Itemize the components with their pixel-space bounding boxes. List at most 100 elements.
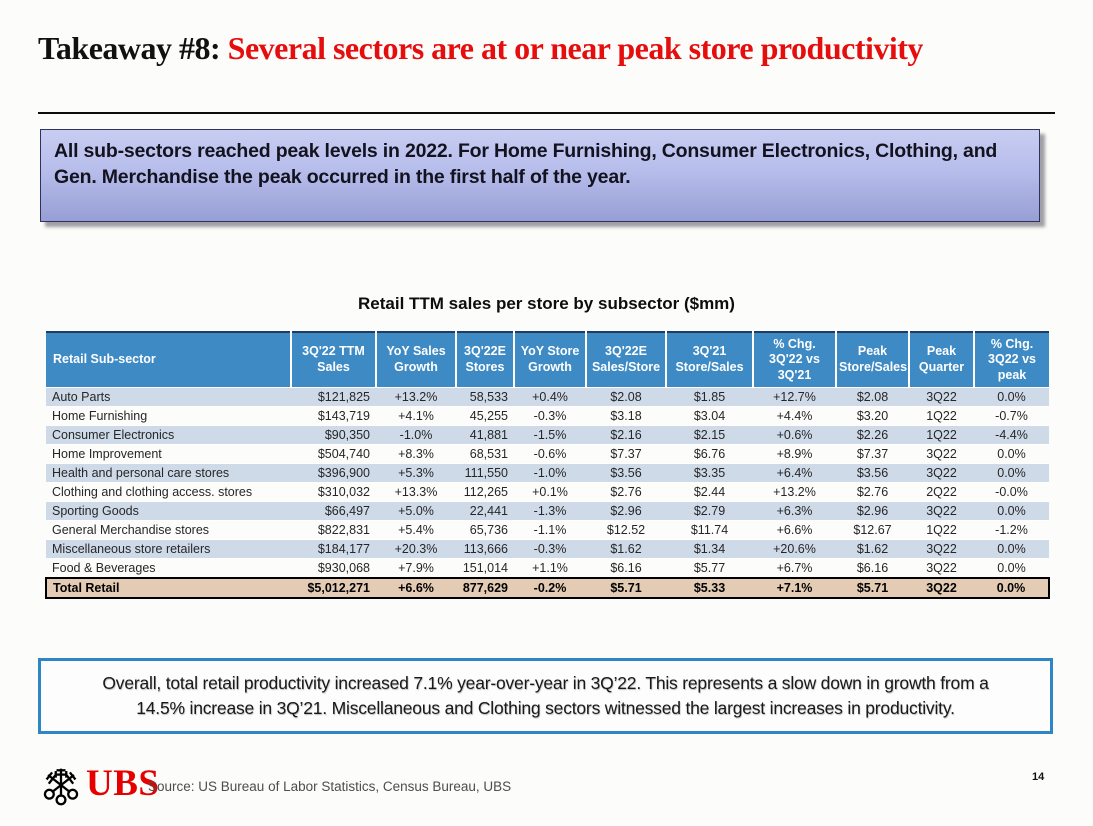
cell: $1.34 xyxy=(666,539,753,559)
summary-callout-bottom-text: Overall, total retail productivity incre… xyxy=(102,672,989,718)
column-header: 3Q'22E Stores xyxy=(455,332,514,388)
column-header: 3Q'22 TTM Sales xyxy=(290,332,376,388)
cell: +7.1% xyxy=(753,577,836,599)
cell: $822,831 xyxy=(291,520,376,540)
cell: -1.5% xyxy=(514,425,586,445)
cell: $5.33 xyxy=(666,577,753,599)
cell: $7.37 xyxy=(586,444,666,464)
cell: $5,012,271 xyxy=(291,577,376,599)
table-row: Clothing and clothing access. stores $310… xyxy=(46,482,1049,502)
title-prefix: Takeaway #8: xyxy=(38,30,228,67)
cell: $2.76 xyxy=(836,482,909,502)
cell: +6.7% xyxy=(753,558,836,578)
cell: 3Q22 xyxy=(909,444,974,464)
table-row: General Merchandise stores $822,831 +5.4% 6… xyxy=(46,520,1049,540)
cell: 1Q22 xyxy=(909,520,974,540)
cell: $12.52 xyxy=(586,520,666,540)
cell: 3Q22 xyxy=(909,387,974,407)
cell: $2.16 xyxy=(586,425,666,445)
column-header: % Chg. 3Q22 vs peak xyxy=(973,332,1049,388)
cell: -0.3% xyxy=(514,406,586,426)
cell: $2.96 xyxy=(836,501,909,521)
cell: 68,531 xyxy=(456,444,514,464)
row-label: Food & Beverages xyxy=(46,558,291,578)
summary-callout-top-text: All sub-sectors reached peak levels in 2… xyxy=(54,140,998,189)
cell: +5.3% xyxy=(376,463,456,483)
cell: $11.74 xyxy=(666,520,753,540)
cell: $5.71 xyxy=(836,577,909,599)
cell: -0.7% xyxy=(974,406,1049,426)
cell: 2Q22 xyxy=(909,482,974,502)
cell: $2.96 xyxy=(586,501,666,521)
cell: +6.6% xyxy=(753,520,836,540)
table-title: Retail TTM sales per store by subsector … xyxy=(358,294,735,313)
cell: 0.0% xyxy=(974,501,1049,521)
cell: $2.08 xyxy=(586,387,666,407)
cell: +12.7% xyxy=(753,387,836,407)
summary-callout-bottom: Overall, total retail productivity incre… xyxy=(38,658,1053,734)
page-title: Takeaway #8: Several sectors are at or n… xyxy=(38,29,938,68)
cell: $121,825 xyxy=(291,387,376,407)
row-label: Home Furnishing xyxy=(46,406,291,426)
row-label: Total Retail xyxy=(45,577,291,599)
retail-subsector-table: Retail Sub-sector 3Q'22 TTM Sales YoY Sale… xyxy=(45,331,1050,599)
cell: +1.1% xyxy=(514,558,586,578)
cell: +6.6% xyxy=(376,577,456,599)
cell: +8.9% xyxy=(753,444,836,464)
cell: +20.6% xyxy=(753,539,836,559)
cell: +13.2% xyxy=(376,387,456,407)
cell: $12.67 xyxy=(836,520,909,540)
cell: $7.37 xyxy=(836,444,909,464)
cell: $2.08 xyxy=(836,387,909,407)
cell: -1.1% xyxy=(514,520,586,540)
cell: $6.16 xyxy=(586,558,666,578)
cell: -0.2% xyxy=(514,577,586,599)
source-text: Source: US Bureau of Labor Statistics, C… xyxy=(148,779,512,794)
cell: +4.4% xyxy=(753,406,836,426)
cell: +4.1% xyxy=(376,406,456,426)
table-row: Home Furnishing $143,719 +4.1% 45,255 -0.3% $… xyxy=(46,406,1049,426)
cell: +5.0% xyxy=(376,501,456,521)
cell: $2.15 xyxy=(666,425,753,445)
row-label: Sporting Goods xyxy=(46,501,291,521)
table-row: Health and personal care stores $396,900 +… xyxy=(46,463,1049,483)
table-total-row: Total Retail $5,012,271 +6.6% 877,629 -0.2% $… xyxy=(45,577,1050,599)
cell: $3.18 xyxy=(586,406,666,426)
cell: $2.44 xyxy=(666,482,753,502)
cell: +6.4% xyxy=(753,463,836,483)
row-label: Health and personal care stores xyxy=(46,463,291,483)
cell: 0.0% xyxy=(974,387,1049,407)
column-header: 3Q'21 Store/Sales xyxy=(665,332,753,388)
table-row: Auto Parts $121,825 +13.2% 58,533 +0.4% $2.08… xyxy=(46,387,1049,407)
ubs-keys-icon xyxy=(43,768,79,806)
cell: 3Q22 xyxy=(909,463,974,483)
column-header: Retail Sub-sector xyxy=(46,332,291,388)
cell: +0.6% xyxy=(753,425,836,445)
cell: $6.16 xyxy=(836,558,909,578)
cell: -4.4% xyxy=(974,425,1049,445)
cell: 3Q22 xyxy=(909,558,974,578)
column-header: Peak Store/Sales xyxy=(835,332,909,388)
title-divider xyxy=(38,112,1055,114)
column-header: 3Q'22E Sales/Store xyxy=(585,332,666,388)
row-label: Clothing and clothing access. stores xyxy=(46,482,291,502)
cell: $3.56 xyxy=(586,463,666,483)
cell: $3.04 xyxy=(666,406,753,426)
cell: $5.77 xyxy=(666,558,753,578)
summary-callout-top: All sub-sectors reached peak levels in 2… xyxy=(40,129,1040,222)
cell: 1Q22 xyxy=(909,425,974,445)
cell: -0.6% xyxy=(514,444,586,464)
row-label: Consumer Electronics xyxy=(46,425,291,445)
cell: $66,497 xyxy=(291,501,376,521)
column-header: YoY Sales Growth xyxy=(375,332,456,388)
cell: $5.71 xyxy=(586,577,666,599)
cell: $310,032 xyxy=(291,482,376,502)
cell: 45,255 xyxy=(456,406,514,426)
row-label: Home Improvement xyxy=(46,444,291,464)
cell: +7.9% xyxy=(376,558,456,578)
cell: 3Q22 xyxy=(909,501,974,521)
cell: 112,265 xyxy=(456,482,514,502)
cell: $3.35 xyxy=(666,463,753,483)
row-label: Miscellaneous store retailers xyxy=(46,539,291,559)
